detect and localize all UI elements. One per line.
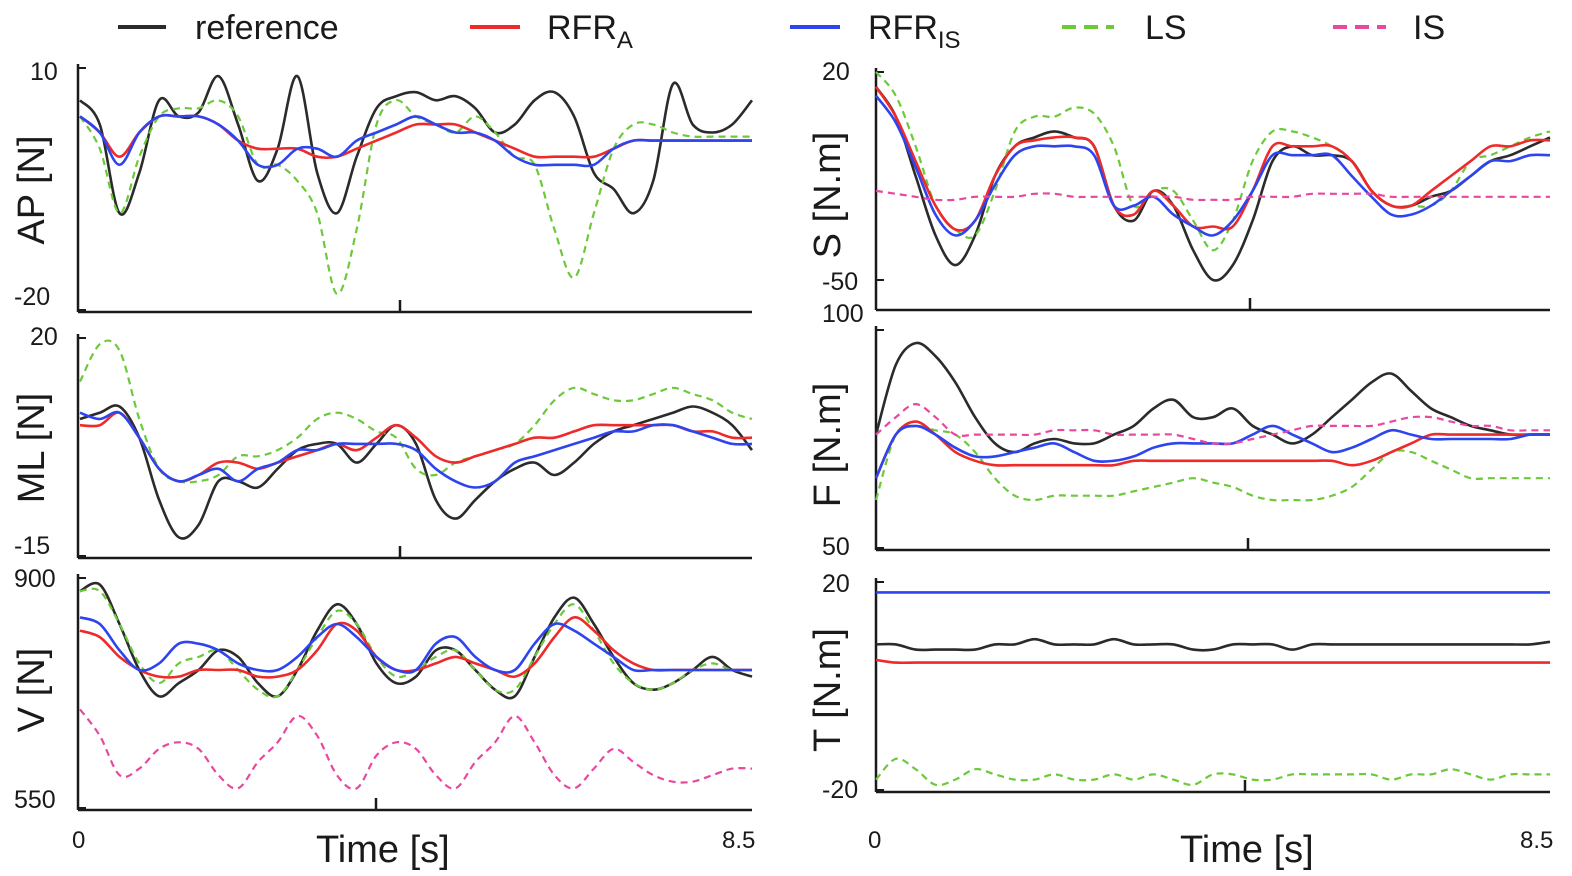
y-tick-label-bottom: -20 xyxy=(822,776,858,804)
legend-label: LS xyxy=(1145,9,1187,47)
y-axis-label: ML [N] xyxy=(11,393,53,504)
right-x-tick-start: 0 xyxy=(868,827,881,854)
y-tick-label-bottom: -15 xyxy=(14,532,50,560)
legend-item: LS xyxy=(1062,9,1187,47)
y-tick-label-bottom: -50 xyxy=(822,268,858,296)
series-line xyxy=(79,99,752,295)
y-tick-label-bottom: -20 xyxy=(14,283,50,311)
series-line xyxy=(78,74,754,216)
y-axis-label: V [N] xyxy=(11,648,53,732)
series-line xyxy=(874,86,1551,282)
y-axis-label: F [N.m] xyxy=(807,383,849,508)
series-line xyxy=(874,420,1550,479)
legend-label-subscript: A xyxy=(617,27,633,54)
y-tick-label-top: 10 xyxy=(30,58,58,86)
series-line xyxy=(875,658,1550,665)
left-x-tick-end: 8.5 xyxy=(722,827,755,854)
series-line xyxy=(874,86,1551,232)
series-line xyxy=(79,411,753,483)
series-line xyxy=(79,113,752,160)
series-line xyxy=(875,71,1551,252)
series-line xyxy=(79,616,752,674)
series-line xyxy=(874,95,1551,237)
legend-label: RFRA xyxy=(547,9,633,54)
panel-ap: 10 -20 AP [N] xyxy=(11,58,754,314)
legend-label: RFRIS xyxy=(868,9,961,54)
y-axis-label: T [N.m] xyxy=(807,628,849,752)
panel-ml: 20 -15 ML [N] xyxy=(11,323,754,560)
series-line xyxy=(875,403,1550,446)
y-tick-label-top: 900 xyxy=(14,565,56,593)
panel-s: 20 -50 100 S [N.m] xyxy=(807,58,1551,328)
series-line xyxy=(875,637,1551,652)
y-axis-label: S [N.m] xyxy=(807,132,849,259)
y-axis-label: AP [N] xyxy=(11,135,53,244)
left-x-axis-label: Time [s] xyxy=(316,829,450,871)
legend: reference RFRA RFRIS LS IS xyxy=(118,9,1445,54)
series-line xyxy=(79,404,754,540)
chart-panels: 10 -20 AP [N] 20 -15 ML [N] 900 550 V [N] 20 -50 10… xyxy=(11,58,1551,814)
y-tick-label-top: 20 xyxy=(822,570,850,598)
legend-item: reference xyxy=(118,9,339,47)
y-tick-label-bottom: 550 xyxy=(14,786,56,814)
legend-label: IS xyxy=(1413,9,1445,47)
legend-label: reference xyxy=(195,9,339,47)
legend-item: RFRA xyxy=(470,9,633,54)
left-x-tick-start: 0 xyxy=(72,827,85,854)
series-line xyxy=(79,339,753,484)
legend-item: IS xyxy=(1333,9,1445,47)
y-tick-label-bottom: 50 xyxy=(822,533,850,561)
legend-item: RFRIS xyxy=(790,9,961,54)
y-tick-label-top: 20 xyxy=(822,58,850,86)
series-line xyxy=(875,189,1550,202)
panel-v: 900 550 V [N] xyxy=(11,565,753,814)
legend-label-subscript: IS xyxy=(938,27,961,54)
series-line xyxy=(874,424,1550,502)
series-line xyxy=(875,757,1550,787)
series-line xyxy=(79,113,752,169)
y-tick-label-top: 20 xyxy=(30,323,58,351)
right-x-axis-label: Time [s] xyxy=(1180,829,1314,871)
panel-t: 20 -20 T [N.m] xyxy=(807,570,1551,804)
series-line xyxy=(79,581,753,700)
series-line xyxy=(79,708,753,791)
panel-f: 50 F [N.m] xyxy=(807,326,1551,561)
series-line xyxy=(79,410,753,489)
y-tick-label-extra: 100 xyxy=(822,300,864,328)
right-x-tick-end: 8.5 xyxy=(1520,827,1553,854)
